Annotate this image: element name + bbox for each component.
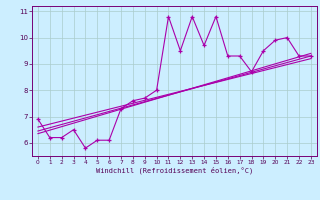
X-axis label: Windchill (Refroidissement éolien,°C): Windchill (Refroidissement éolien,°C) [96,167,253,174]
